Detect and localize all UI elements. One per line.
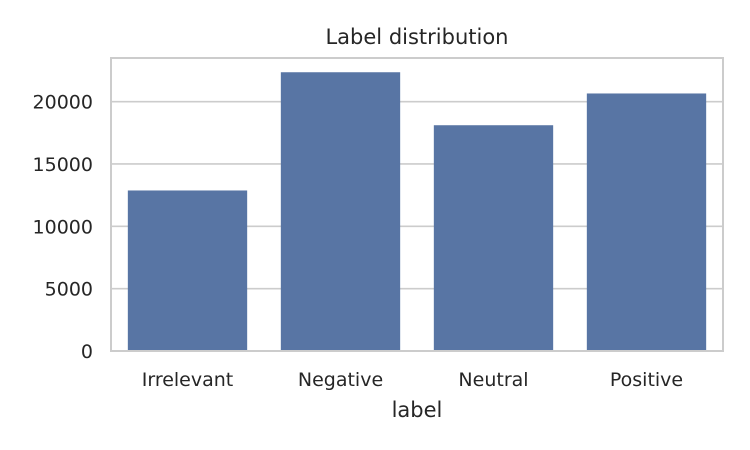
y-tick-label: 15000 xyxy=(33,154,93,176)
chart-title: Label distribution xyxy=(325,25,508,49)
x-axis-label: label xyxy=(392,398,443,422)
bar-negative xyxy=(280,72,401,351)
y-tick-labels: 0 5000 10000 15000 20000 xyxy=(33,92,93,363)
bar-positive xyxy=(586,93,707,351)
y-tick-label: 5000 xyxy=(45,279,93,301)
plot-frame xyxy=(110,57,724,352)
x-tick-label-negative: Negative xyxy=(298,369,383,391)
y-tick-label: 10000 xyxy=(33,216,93,238)
x-tick-labels: Irrelevant Negative Neutral Positive xyxy=(142,369,683,391)
bars xyxy=(127,72,707,352)
x-tick-label-irrelevant: Irrelevant xyxy=(142,369,234,391)
y-tick-label: 20000 xyxy=(33,92,93,114)
x-tick-label-positive: Positive xyxy=(610,369,683,391)
bar-irrelevant xyxy=(127,190,248,351)
x-tick-label-neutral: Neutral xyxy=(458,369,528,391)
y-tick-label: 0 xyxy=(81,341,93,363)
bar-neutral xyxy=(433,125,554,352)
